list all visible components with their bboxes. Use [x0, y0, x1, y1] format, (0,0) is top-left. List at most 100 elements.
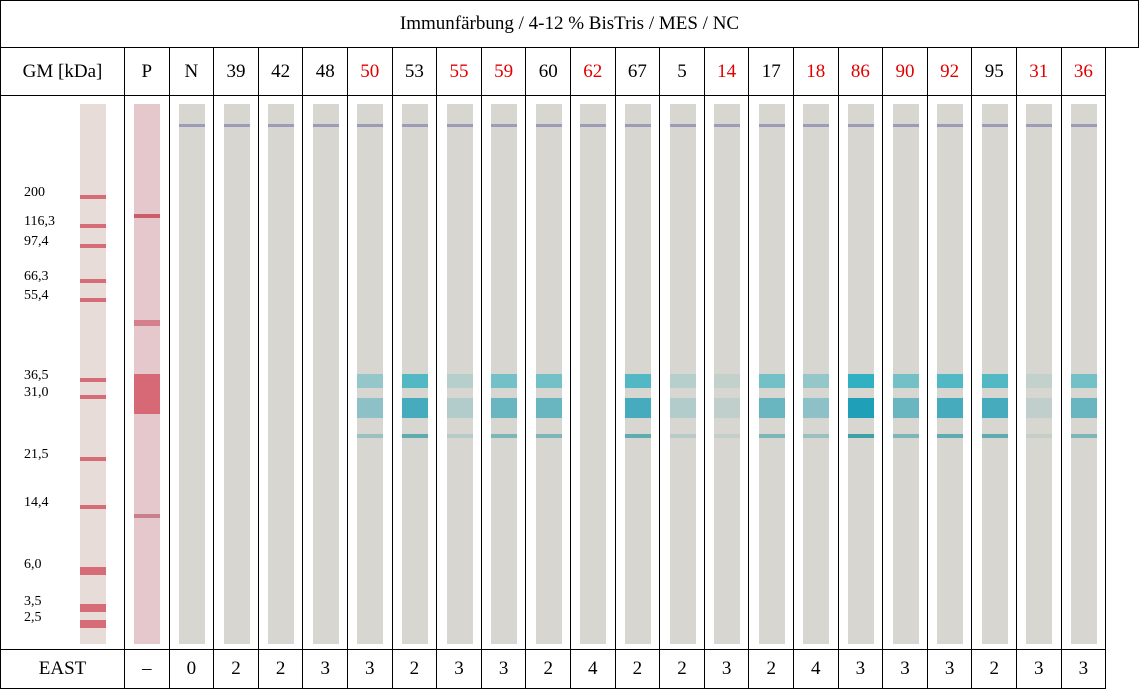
blot-cell	[258, 96, 304, 650]
blot-band	[491, 124, 518, 127]
column-header: 42	[258, 48, 304, 96]
east-score: –	[125, 650, 170, 689]
blot-band	[803, 434, 830, 438]
blot-band	[758, 398, 785, 418]
blot-band	[134, 320, 161, 326]
marker-band	[80, 244, 106, 248]
blot-band	[491, 434, 518, 438]
blot-band	[401, 434, 428, 438]
east-score: 3	[927, 650, 973, 689]
blot-band	[401, 374, 428, 388]
blot-cell	[883, 96, 928, 650]
marker-band	[80, 620, 106, 628]
blot-band	[535, 374, 562, 388]
blot-band	[758, 124, 785, 127]
blot-cell	[660, 96, 705, 650]
blot-band	[624, 398, 651, 418]
east-score: 2	[214, 650, 259, 689]
blot-band	[981, 374, 1008, 388]
marker-band	[80, 195, 106, 199]
east-score: 2	[660, 650, 705, 689]
blot-band	[357, 374, 384, 388]
blot-band	[981, 124, 1008, 127]
blot-band	[892, 434, 919, 438]
east-score: 3	[838, 650, 884, 689]
column-header: 59	[481, 48, 527, 96]
column-header: 90	[883, 48, 928, 96]
blot-strip	[1026, 104, 1053, 644]
blot-band	[1026, 398, 1053, 418]
blot-strip	[624, 104, 651, 644]
blot-band	[624, 434, 651, 438]
blot-band	[1070, 124, 1097, 127]
east-score: 3	[883, 650, 928, 689]
blot-band	[937, 124, 964, 127]
column-header: GM [kDa]	[0, 48, 125, 96]
blot-band	[669, 374, 696, 388]
blot-strip	[847, 104, 874, 644]
blot-cell	[526, 96, 571, 650]
blot-strip	[178, 104, 205, 644]
blot-strip	[491, 104, 518, 644]
blot-band	[401, 124, 428, 127]
blot-strip	[714, 104, 741, 644]
marker-label: 14,4	[24, 495, 49, 510]
blot-band	[535, 124, 562, 127]
blot-band	[357, 434, 384, 438]
blot-band	[803, 124, 830, 127]
blot-band	[803, 398, 830, 418]
blot-cell	[214, 96, 259, 650]
blot-band	[446, 434, 473, 438]
blot-band	[134, 374, 161, 414]
column-header: 17	[749, 48, 794, 96]
marker-band	[80, 395, 106, 399]
column-header: 5	[660, 48, 705, 96]
blot-band	[981, 398, 1008, 418]
east-score: 0	[169, 650, 215, 689]
east-score: 4	[794, 650, 839, 689]
blot-cell	[348, 96, 393, 650]
blot-cell	[794, 96, 839, 650]
blot-band	[758, 434, 785, 438]
east-score: 3	[348, 650, 393, 689]
blot-band	[491, 398, 518, 418]
blot-band	[535, 398, 562, 418]
blot-band	[446, 398, 473, 418]
column-header: 18	[794, 48, 839, 96]
marker-band	[80, 567, 106, 575]
column-header: P	[125, 48, 170, 96]
marker-label: 200	[24, 185, 45, 200]
column-header: 67	[615, 48, 661, 96]
blot-cell	[392, 96, 438, 650]
marker-label: 55,4	[24, 288, 49, 303]
blot-band	[624, 124, 651, 127]
blot-cell	[437, 96, 482, 650]
marker-strip	[80, 104, 106, 644]
blot-band	[669, 124, 696, 127]
column-header: 14	[704, 48, 750, 96]
column-header: 55	[437, 48, 482, 96]
east-score: 3	[1017, 650, 1062, 689]
marker-label: 116,3	[24, 214, 55, 229]
blot-strip	[1070, 104, 1097, 644]
blot-band	[892, 398, 919, 418]
blot-band	[714, 124, 741, 127]
column-header: 60	[526, 48, 571, 96]
east-score: EAST	[0, 650, 125, 689]
marker-label: 3,5	[24, 594, 42, 609]
column-header: N	[169, 48, 215, 96]
column-header: 62	[571, 48, 616, 96]
blot-band	[446, 374, 473, 388]
blot-band	[937, 434, 964, 438]
blot-cell	[303, 96, 348, 650]
east-score: 2	[749, 650, 794, 689]
east-score: 2	[972, 650, 1017, 689]
blot-strip	[758, 104, 785, 644]
blot-cell	[0, 96, 125, 650]
blot-strip	[223, 104, 250, 644]
blot-cell	[125, 96, 170, 650]
marker-band	[80, 505, 106, 509]
blot-cell	[838, 96, 884, 650]
east-score: 3	[437, 650, 482, 689]
